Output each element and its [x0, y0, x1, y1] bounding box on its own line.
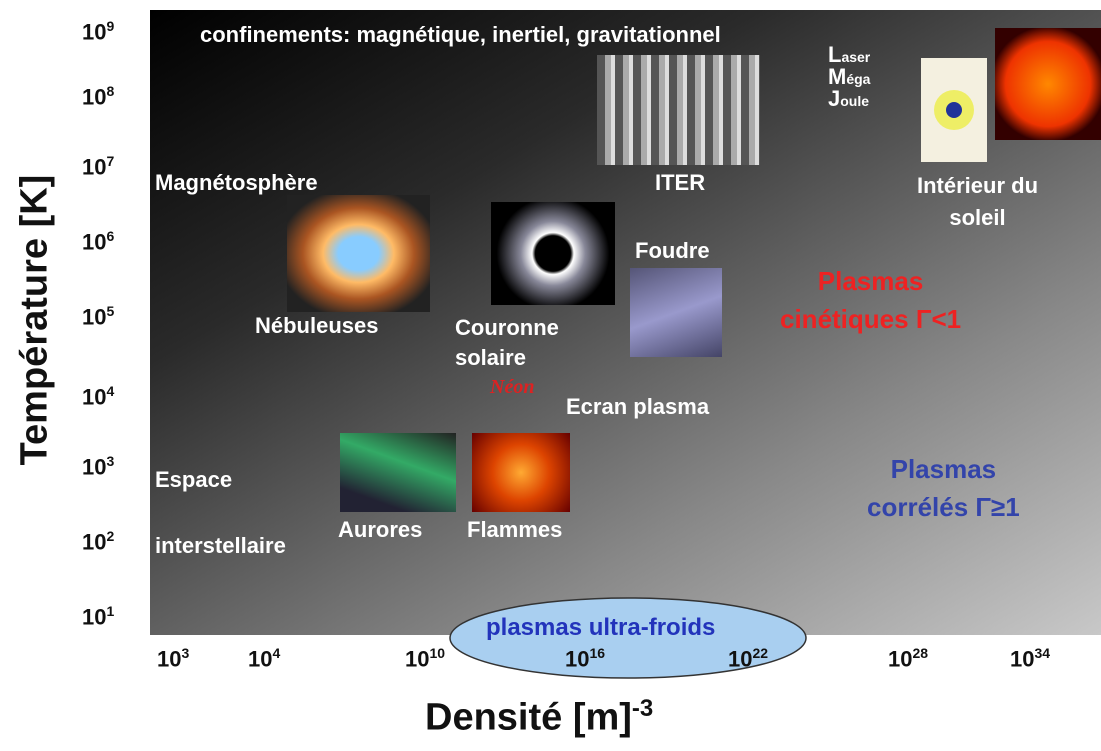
- x-tick-label: 4: [272, 645, 281, 661]
- y-tick-label: 103: [82, 453, 114, 480]
- y-tick-label: 5: [106, 303, 115, 319]
- aurora-image: [340, 433, 456, 512]
- x-tick-label: 10: [157, 646, 182, 672]
- symbol-image: [921, 58, 987, 162]
- y-tick-label: 8: [106, 83, 115, 99]
- label: ITER: [655, 170, 706, 195]
- x-tick-label: 10: [248, 646, 273, 672]
- x-tick-label: 10: [888, 646, 913, 672]
- label: Néon: [490, 376, 535, 398]
- y-tick-label: 10: [82, 454, 107, 480]
- ellipse: [449, 597, 807, 679]
- y-tick-label: 2: [106, 528, 115, 544]
- y-tick-label: 4: [106, 383, 115, 399]
- x-tick-label: 34: [1034, 645, 1051, 661]
- y-tick-label: 10: [82, 84, 107, 110]
- x-tick-label: 10: [565, 646, 590, 672]
- y-tick-label: 10: [82, 229, 107, 255]
- label: confinements: magnétique, inertiel, grav…: [200, 22, 721, 47]
- nebula-image: [287, 195, 430, 312]
- y-tick-label: 6: [106, 228, 115, 244]
- x-tick-label: 104: [248, 645, 280, 672]
- y-tick-label: 3: [106, 453, 115, 469]
- y-tick-label: 108: [82, 83, 114, 110]
- label: Magnétosphère: [155, 170, 318, 195]
- x-tick-label: 22: [752, 645, 769, 661]
- lightning-image: [630, 268, 722, 357]
- sun-image: [995, 28, 1101, 140]
- label: Flammes: [467, 517, 563, 542]
- flames-image: [472, 433, 570, 512]
- y-axis-title: Température [K]: [13, 174, 56, 466]
- x-tick-label: 10: [728, 646, 753, 672]
- x-axis-title: Densité [m]-3: [425, 695, 654, 739]
- label: plasmas ultra-froids: [486, 614, 716, 641]
- corona-image: [491, 202, 615, 305]
- y-tick-label: 10: [82, 529, 107, 555]
- label: Foudre: [635, 238, 710, 263]
- x-tick-label: 103: [157, 645, 189, 672]
- y-tick-label: 105: [82, 303, 114, 330]
- x-tick-label: 1010: [405, 645, 445, 672]
- x-tick-label: 1016: [565, 645, 605, 672]
- y-tick-label: 9: [106, 18, 115, 34]
- y-tick-label: 107: [82, 153, 114, 180]
- iter-image: [597, 55, 760, 165]
- y-tick-label: 1: [106, 603, 115, 619]
- label: Plasmas cinétiques Γ<1: [780, 266, 962, 334]
- label: Laser Méga Joule: [828, 42, 871, 111]
- label: Espace: [155, 467, 233, 492]
- x-tick-label: 10: [1010, 646, 1035, 672]
- y-tick-label: 101: [82, 603, 114, 630]
- x-tick-label: 1028: [888, 645, 928, 672]
- x-tick-label: 1034: [1010, 645, 1050, 672]
- x-tick-label: 16: [589, 645, 606, 661]
- x-tick-label: 10: [405, 646, 430, 672]
- label: Nébuleuses: [255, 313, 379, 338]
- y-tick-label: 10: [82, 304, 107, 330]
- label: Plasmas corrélés Γ≥1: [867, 454, 1020, 522]
- x-tick-label: 28: [912, 645, 929, 661]
- y-tick-label: 10: [82, 384, 107, 410]
- y-tick-label: 10: [82, 19, 107, 45]
- x-tick-label: 10: [429, 645, 446, 661]
- y-tick-label: 10: [82, 154, 107, 180]
- label: Ecran plasma: [566, 394, 710, 419]
- y-tick-label: 109: [82, 18, 114, 45]
- label: Intérieur du soleil: [917, 173, 1039, 230]
- label: Aurores: [338, 517, 423, 542]
- x-tick-label: 1022: [728, 645, 768, 672]
- y-tick-label: 106: [82, 228, 114, 255]
- y-tick-label: 104: [82, 383, 114, 410]
- x-tick-label: 3: [181, 645, 190, 661]
- y-tick-label: 10: [82, 604, 107, 630]
- y-tick-label: 102: [82, 528, 114, 555]
- y-tick-label: 7: [106, 153, 115, 169]
- label: Couronne solaire: [455, 315, 559, 370]
- label: interstellaire: [155, 533, 286, 558]
